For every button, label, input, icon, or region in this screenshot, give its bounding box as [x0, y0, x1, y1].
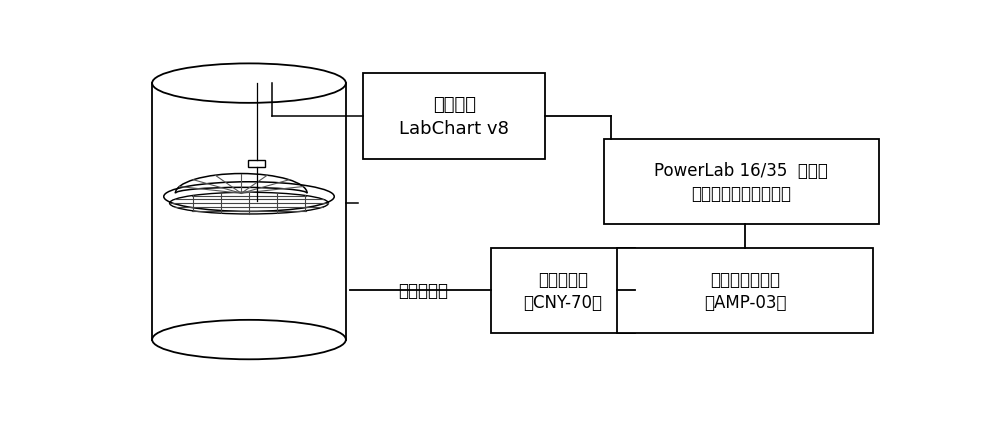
Bar	[617, 248, 873, 333]
Bar	[491, 248, 635, 333]
Bar	[248, 161, 265, 168]
Text: （CNY-70）: （CNY-70）	[523, 293, 602, 311]
Text: 分析终端: 分析终端	[433, 96, 476, 114]
Text: 道研究型高速记录主机: 道研究型高速记录主机	[691, 185, 791, 203]
Text: PowerLab 16/35  十六通: PowerLab 16/35 十六通	[654, 162, 828, 180]
Text: 红外感受器: 红外感受器	[538, 270, 588, 288]
Text: LabChart v8: LabChart v8	[399, 119, 509, 137]
Text: （AMP-03）: （AMP-03）	[704, 293, 786, 311]
Text: 红外传导器: 红外传导器	[398, 282, 448, 299]
Bar	[363, 74, 545, 159]
Text: 心跳信号放大器: 心跳信号放大器	[710, 270, 780, 288]
Bar	[604, 140, 879, 225]
